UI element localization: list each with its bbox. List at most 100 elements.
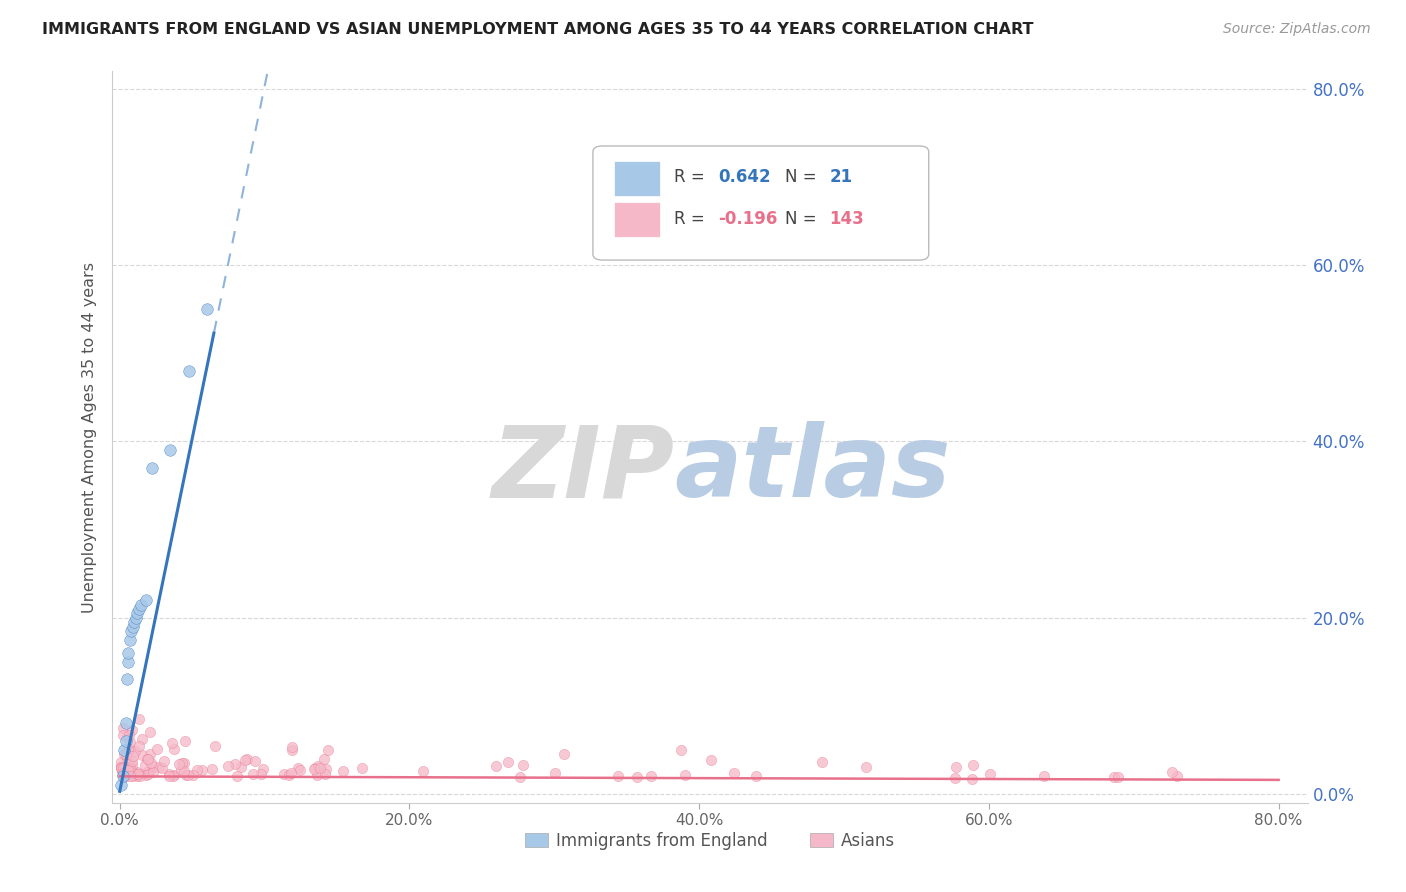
Point <box>134 757 156 772</box>
Point <box>201 762 224 776</box>
Point <box>309 761 332 775</box>
Point <box>152 754 174 768</box>
Point <box>217 758 239 772</box>
Point <box>135 768 157 782</box>
Point <box>195 302 218 317</box>
FancyBboxPatch shape <box>614 202 659 237</box>
Point <box>115 750 138 764</box>
Point <box>118 728 141 742</box>
Point <box>302 762 325 776</box>
Point <box>111 767 134 781</box>
Point <box>1160 764 1182 779</box>
Point <box>128 712 150 726</box>
Point <box>174 768 197 782</box>
Point <box>167 756 190 771</box>
Point <box>118 742 141 756</box>
Point <box>110 778 132 792</box>
Point <box>121 723 143 737</box>
Point <box>117 764 139 778</box>
Point <box>159 443 181 458</box>
Point <box>136 752 159 766</box>
Point <box>204 739 226 754</box>
Point <box>131 732 153 747</box>
Point <box>124 611 146 625</box>
Point <box>139 763 162 777</box>
Point <box>640 769 662 783</box>
Point <box>127 607 149 621</box>
Point <box>945 760 967 774</box>
Point <box>170 756 193 771</box>
Point <box>112 747 135 761</box>
Point <box>150 761 173 775</box>
Point <box>173 764 195 779</box>
Point <box>979 767 1001 781</box>
Point <box>723 766 745 780</box>
Point <box>131 598 153 612</box>
Point <box>307 759 329 773</box>
Point <box>811 756 834 770</box>
Point <box>281 743 304 757</box>
Point <box>110 760 132 774</box>
Point <box>111 769 134 783</box>
Text: ZIP: ZIP <box>491 422 675 518</box>
Point <box>162 769 184 783</box>
Point <box>146 742 169 756</box>
Point <box>110 759 132 773</box>
Point <box>118 632 141 647</box>
Point <box>115 673 138 687</box>
Point <box>170 763 193 777</box>
Point <box>496 755 519 769</box>
Point <box>131 747 153 762</box>
Point <box>115 768 138 782</box>
Text: 143: 143 <box>830 211 865 228</box>
Text: -0.196: -0.196 <box>718 211 778 228</box>
Point <box>121 749 143 764</box>
Text: 21: 21 <box>830 169 852 186</box>
Point <box>281 740 304 755</box>
Point <box>159 770 181 784</box>
Point <box>277 768 299 782</box>
Point <box>142 765 165 780</box>
Point <box>226 768 249 782</box>
Point <box>121 619 143 633</box>
Point <box>118 756 141 771</box>
Point <box>121 758 143 772</box>
Point <box>135 593 157 607</box>
Point <box>962 772 984 786</box>
Point <box>250 767 273 781</box>
Point <box>233 753 256 767</box>
Point <box>1102 770 1125 784</box>
Point <box>290 763 312 777</box>
Point <box>287 761 309 775</box>
Point <box>148 760 170 774</box>
Point <box>114 716 136 731</box>
Point <box>117 763 139 777</box>
Legend: Immigrants from England, Asians: Immigrants from England, Asians <box>517 825 903 856</box>
Point <box>553 747 575 761</box>
FancyBboxPatch shape <box>593 146 929 260</box>
Point <box>118 761 141 775</box>
Point <box>138 747 160 761</box>
Point <box>236 752 259 766</box>
Point <box>120 735 142 749</box>
Point <box>242 766 264 780</box>
Point <box>139 756 162 771</box>
Text: R =: R = <box>675 211 710 228</box>
Point <box>115 747 138 761</box>
Text: R =: R = <box>675 169 710 186</box>
Point <box>673 768 696 782</box>
Point <box>229 760 252 774</box>
Point <box>115 730 138 744</box>
Point <box>115 766 138 780</box>
Point <box>136 766 159 780</box>
Point <box>127 766 149 780</box>
Point <box>412 764 434 779</box>
Point <box>110 755 132 769</box>
Point <box>121 765 143 780</box>
Point <box>314 767 336 781</box>
Point <box>125 765 148 780</box>
Point <box>128 602 150 616</box>
Point <box>304 761 326 775</box>
Point <box>1166 769 1188 783</box>
Point <box>332 764 354 778</box>
